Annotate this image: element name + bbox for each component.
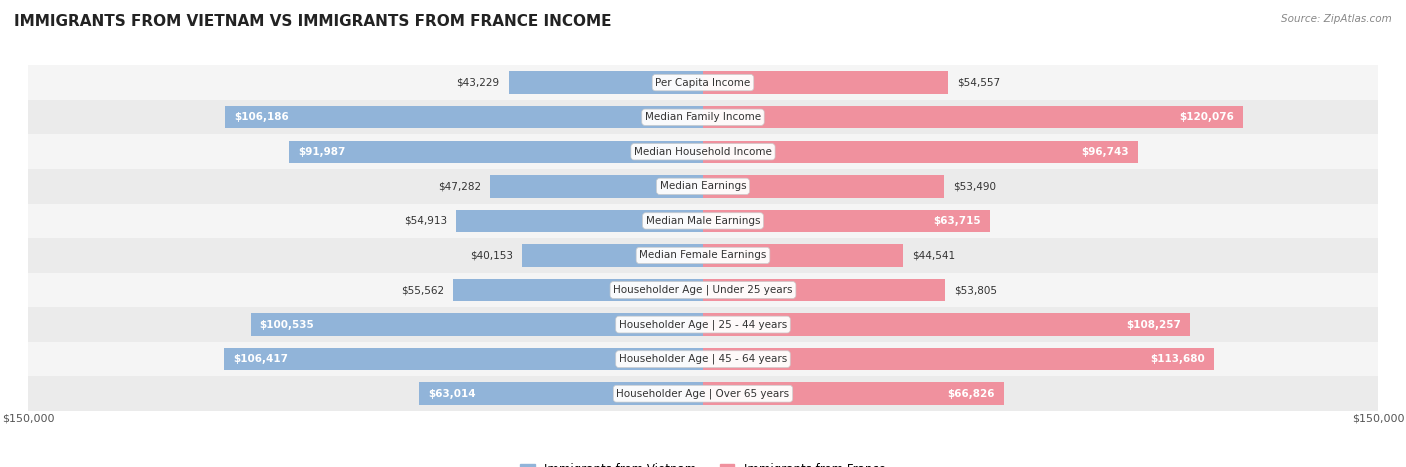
Bar [703,106,1243,128]
Bar [28,307,1378,342]
Bar [28,273,1378,307]
Bar [28,238,1378,273]
Text: $53,805: $53,805 [955,285,997,295]
Text: $44,541: $44,541 [912,250,956,261]
Text: $106,186: $106,186 [235,112,290,122]
Text: Median Household Income: Median Household Income [634,147,772,157]
Text: $96,743: $96,743 [1081,147,1129,157]
Bar [28,100,1378,134]
Text: $91,987: $91,987 [298,147,346,157]
Bar [703,313,1189,336]
Text: $120,076: $120,076 [1180,112,1234,122]
Text: Source: ZipAtlas.com: Source: ZipAtlas.com [1281,14,1392,24]
Text: $53,490: $53,490 [953,181,995,191]
Legend: Immigrants from Vietnam, Immigrants from France: Immigrants from Vietnam, Immigrants from… [516,459,890,467]
Bar [290,141,703,163]
Text: IMMIGRANTS FROM VIETNAM VS IMMIGRANTS FROM FRANCE INCOME: IMMIGRANTS FROM VIETNAM VS IMMIGRANTS FR… [14,14,612,29]
Bar [703,175,943,198]
Text: $113,680: $113,680 [1150,354,1205,364]
Bar [28,342,1378,376]
Bar [523,244,703,267]
Bar [224,348,703,370]
Text: Householder Age | Over 65 years: Householder Age | Over 65 years [616,389,790,399]
Bar [703,71,949,94]
Bar [225,106,703,128]
Text: $106,417: $106,417 [233,354,288,364]
Bar [703,244,904,267]
Bar [28,376,1378,411]
Text: $54,557: $54,557 [957,78,1001,88]
Bar [703,141,1139,163]
Text: $54,913: $54,913 [404,216,447,226]
Bar [28,134,1378,169]
Text: Per Capita Income: Per Capita Income [655,78,751,88]
Bar [491,175,703,198]
Bar [419,382,703,405]
Bar [703,348,1215,370]
Bar [28,65,1378,100]
Text: $66,826: $66,826 [948,389,994,399]
Bar [28,204,1378,238]
Text: $108,257: $108,257 [1126,319,1181,330]
Text: Householder Age | Under 25 years: Householder Age | Under 25 years [613,285,793,295]
Text: Householder Age | 25 - 44 years: Householder Age | 25 - 44 years [619,319,787,330]
Text: $43,229: $43,229 [457,78,499,88]
Text: Median Male Earnings: Median Male Earnings [645,216,761,226]
Bar [28,169,1378,204]
Bar [703,279,945,301]
Text: Median Female Earnings: Median Female Earnings [640,250,766,261]
Bar [456,210,703,232]
Text: $40,153: $40,153 [471,250,513,261]
Text: $47,282: $47,282 [439,181,481,191]
Bar [703,210,990,232]
Bar [703,382,1004,405]
Text: $100,535: $100,535 [260,319,315,330]
Text: Median Family Income: Median Family Income [645,112,761,122]
Text: Householder Age | 45 - 64 years: Householder Age | 45 - 64 years [619,354,787,364]
Bar [250,313,703,336]
Text: $63,715: $63,715 [934,216,980,226]
Bar [453,279,703,301]
Bar [509,71,703,94]
Text: Median Earnings: Median Earnings [659,181,747,191]
Text: $63,014: $63,014 [429,389,477,399]
Text: $55,562: $55,562 [401,285,444,295]
